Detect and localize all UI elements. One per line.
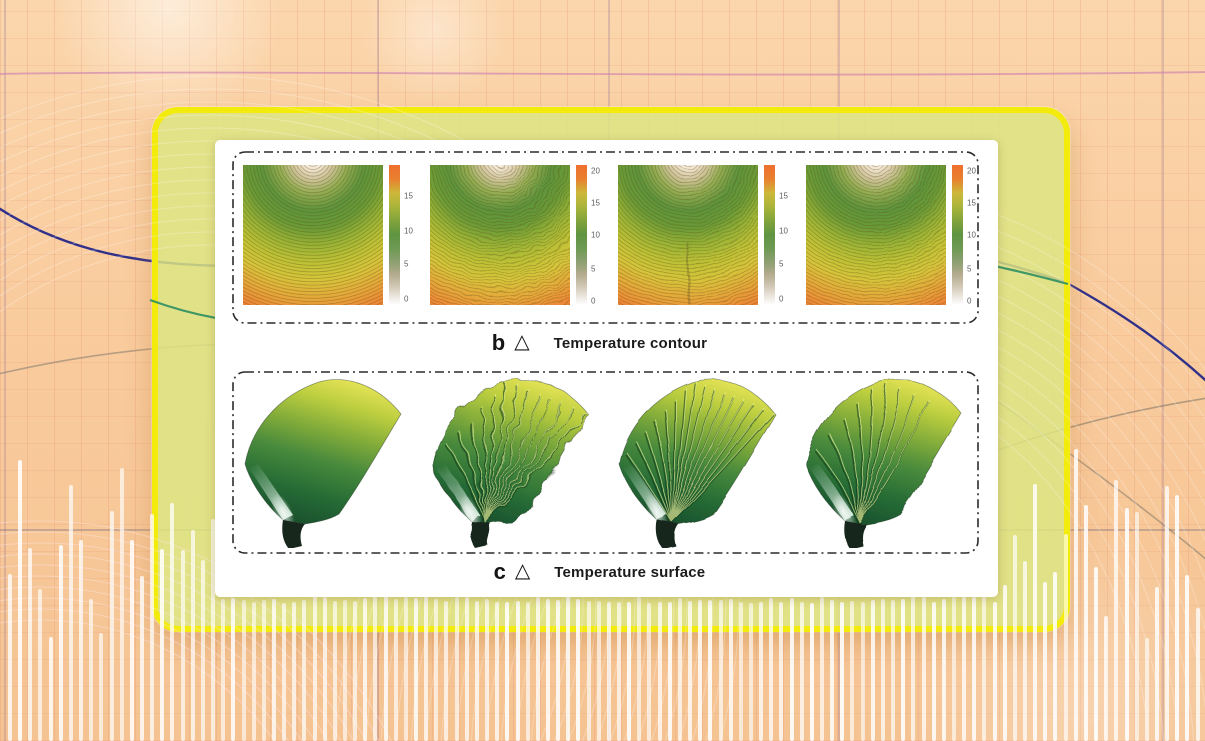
colorbar: [389, 165, 400, 305]
contour-map: [618, 165, 758, 305]
colorbar-tick: 0: [779, 294, 784, 304]
colorbar-tick: 5: [967, 264, 972, 274]
colorbar: [576, 165, 587, 305]
contour-map: [243, 165, 383, 305]
colorbar-tick: 20: [591, 166, 600, 176]
colorbar-tick: 20: [967, 166, 976, 176]
triangle-icon: △: [514, 560, 531, 582]
surface-sheet: [618, 379, 776, 549]
colorbar: [764, 165, 775, 305]
surface-sheet: [244, 379, 402, 549]
colorbar-tick: 10: [779, 226, 788, 236]
contour-plot-1: 15 10 5 0: [243, 165, 429, 305]
colorbar-tick: 15: [967, 198, 976, 208]
triangle-icon: △: [514, 331, 530, 353]
colorbar-tick: 0: [404, 294, 409, 304]
colorbar-tick: 15: [779, 191, 788, 201]
surface-plot-3: [617, 378, 787, 549]
colorbar-tick: 5: [779, 259, 784, 269]
panel-letter-c: c: [493, 559, 506, 584]
surface-plot-4: [804, 378, 974, 549]
colorbar-tick: 0: [591, 296, 596, 306]
section-label-b: b △ Temperature contour: [215, 329, 998, 357]
colorbar-tick: 5: [404, 259, 409, 269]
section-label-c: c △ Temperature surface: [215, 558, 998, 586]
figure-panel: 15 10 5 0 20 15 10 5 0: [215, 140, 998, 597]
caption-contour: Temperature contour: [553, 334, 708, 352]
contour-map: [806, 165, 946, 305]
panel-letter-b: b: [491, 330, 506, 355]
colorbar-tick: 15: [404, 191, 413, 201]
colorbar-tick: 15: [591, 198, 600, 208]
colorbar-tick: 10: [591, 230, 600, 240]
surface-plot-2: [430, 378, 600, 549]
surface-plot-1: [243, 378, 413, 549]
caption-surface: Temperature surface: [554, 563, 706, 581]
surface-sheet: [431, 379, 589, 549]
colorbar-tick: 10: [967, 230, 976, 240]
colorbar: [952, 165, 963, 305]
colorbar-tick: 0: [967, 296, 972, 306]
colorbar-tick: 5: [591, 264, 596, 274]
contour-map: [430, 165, 570, 305]
contour-plot-4: 20 15 10 5 0: [806, 165, 992, 305]
surface-sheet: [805, 379, 963, 549]
contour-plot-2: 20 15 10 5 0: [430, 165, 616, 305]
contour-plot-3: 15 10 5 0: [618, 165, 804, 305]
colorbar-tick: 10: [404, 226, 413, 236]
